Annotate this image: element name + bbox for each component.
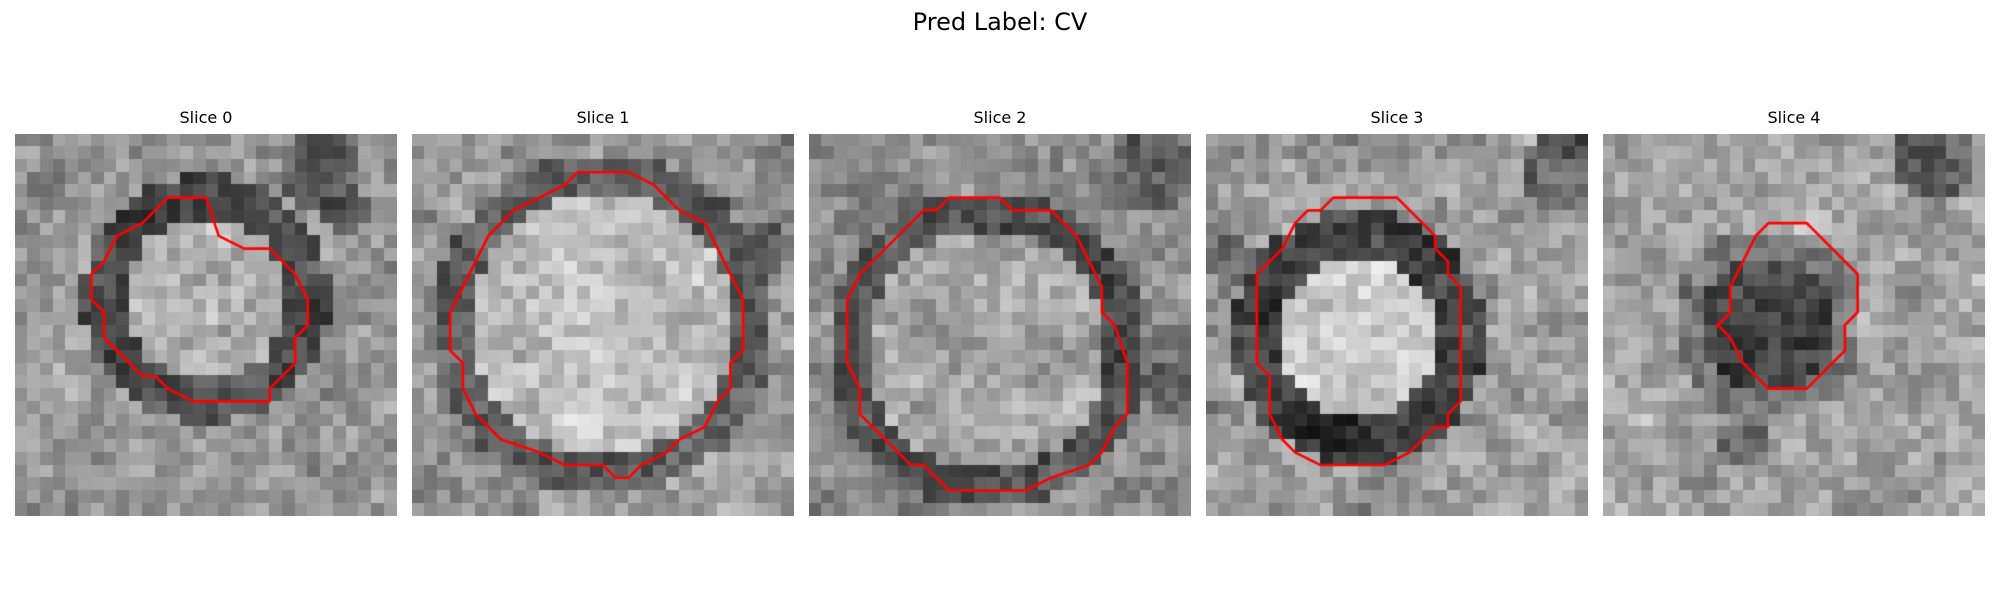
slice-title-0: Slice 0	[179, 108, 233, 127]
slice-image-3	[1206, 134, 1588, 516]
slice-image-4	[1603, 134, 1985, 516]
slice-image-2	[809, 134, 1191, 516]
slice-panel-2: Slice 2	[809, 108, 1191, 516]
slice-image-0	[15, 134, 397, 516]
figure-title: Pred Label: CV	[912, 8, 1088, 36]
slice-title-2: Slice 2	[973, 108, 1027, 127]
slice-title-1: Slice 1	[576, 108, 630, 127]
slice-image-1	[412, 134, 794, 516]
slice-title-3: Slice 3	[1370, 108, 1424, 127]
slice-panel-1: Slice 1	[412, 108, 794, 516]
slice-title-4: Slice 4	[1767, 108, 1821, 127]
slice-panel-4: Slice 4	[1603, 108, 1985, 516]
slice-panel-3: Slice 3	[1206, 108, 1588, 516]
slice-panel-0: Slice 0	[15, 108, 397, 516]
